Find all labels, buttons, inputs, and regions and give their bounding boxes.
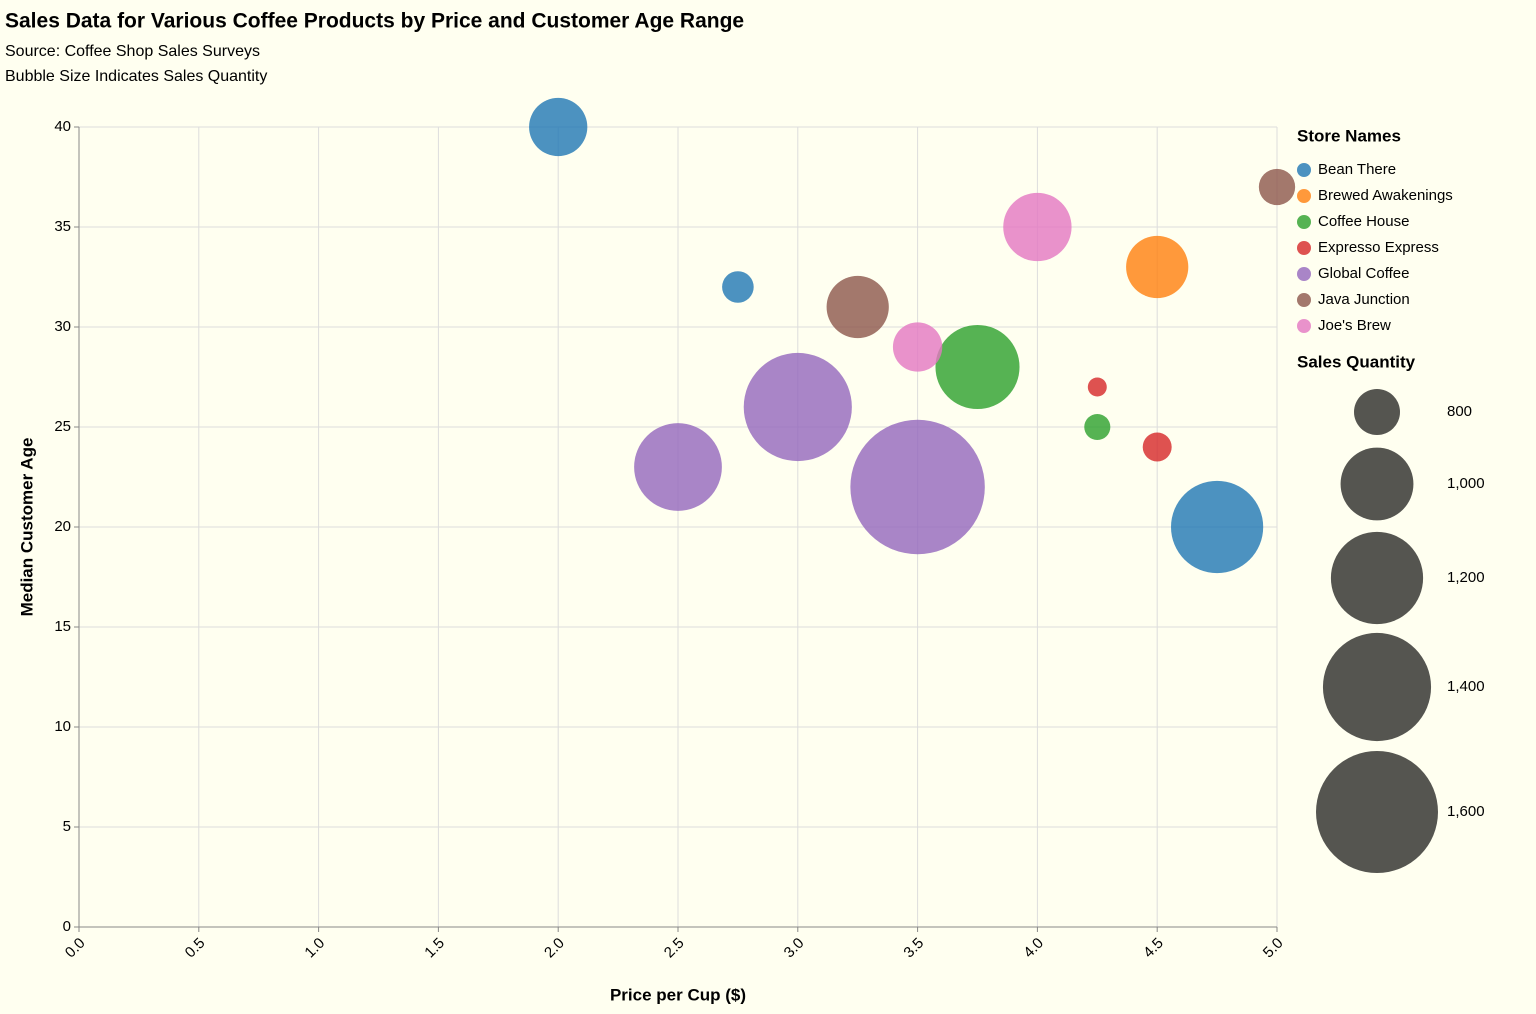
x-tick-label: 2.0: [541, 935, 568, 962]
x-tick-label: 3.0: [781, 935, 808, 962]
bubble: [1258, 168, 1296, 206]
bubble: [722, 271, 754, 303]
bubble: [935, 324, 1020, 410]
bubble: [634, 423, 722, 511]
y-tick-label: 30: [54, 318, 71, 335]
x-tick-label: 5.0: [1260, 935, 1287, 962]
x-tick-label: 0.5: [182, 935, 209, 962]
size-legend-label: 800: [1447, 403, 1472, 420]
size-legend-symbol: [1330, 531, 1424, 625]
legend-symbol: [1297, 267, 1311, 281]
size-legend-label: 1,600: [1447, 803, 1485, 820]
bubble: [743, 352, 852, 462]
chart-title: Sales Data for Various Coffee Products b…: [5, 10, 744, 33]
bubble: [826, 275, 889, 339]
legend-symbol: [1297, 163, 1311, 177]
y-tick-label: 35: [54, 218, 71, 235]
legend-symbol: [1297, 319, 1311, 333]
bubble: [1003, 192, 1072, 262]
legend-symbol: [1297, 189, 1311, 203]
bubble: [1084, 413, 1111, 441]
chart-subtitle: Bubble Size Indicates Sales Quantity: [5, 68, 267, 85]
size-legend-symbol: [1316, 751, 1438, 873]
y-axis-title: Median Customer Age: [17, 438, 36, 617]
x-tick-label: 0.0: [62, 935, 89, 962]
size-legend-label: 1,200: [1447, 569, 1485, 586]
legend-label: Expresso Express: [1318, 239, 1439, 256]
bubble: [1171, 480, 1264, 574]
y-tick-label: 25: [54, 418, 71, 435]
legend-label: Joe's Brew: [1318, 317, 1391, 334]
y-tick-label: 15: [54, 618, 71, 635]
bubble: [1142, 432, 1172, 462]
legend-label: Bean There: [1318, 161, 1396, 178]
legend-symbol: [1297, 293, 1311, 307]
bubble: [892, 322, 943, 372]
legend-symbol: [1297, 215, 1311, 229]
bubble: [1126, 235, 1189, 299]
y-tick-label: 10: [54, 718, 71, 735]
legend-label: Java Junction: [1318, 291, 1410, 308]
bubble: [850, 419, 985, 555]
y-tick-label: 0: [63, 918, 71, 935]
bubble: [1087, 377, 1107, 397]
size-legend-label: 1,000: [1447, 475, 1485, 492]
x-tick-label: 4.5: [1140, 935, 1167, 962]
x-tick-label: 3.5: [900, 935, 927, 962]
bubble: [529, 97, 588, 157]
x-tick-label: 1.0: [301, 935, 328, 962]
size-legend-title: Sales Quantity: [1297, 352, 1416, 371]
x-tick-label: 4.0: [1020, 935, 1047, 962]
y-tick-label: 5: [63, 818, 71, 835]
x-tick-label: 2.5: [661, 935, 688, 962]
legend-label: Global Coffee: [1318, 265, 1409, 282]
legend-symbol: [1297, 241, 1311, 255]
x-tick-label: 1.5: [421, 935, 448, 962]
legend-title: Store Names: [1297, 126, 1401, 145]
x-axis-title: Price per Cup ($): [610, 985, 746, 1004]
y-tick-label: 20: [54, 518, 71, 535]
size-legend-label: 1,400: [1447, 678, 1485, 695]
size-legend-symbol: [1322, 632, 1432, 742]
size-legend-symbol: [1354, 389, 1400, 435]
chart-subtitle: Source: Coffee Shop Sales Surveys: [5, 43, 260, 60]
size-legend-symbol: [1340, 447, 1414, 521]
legend-label: Coffee House: [1318, 213, 1409, 230]
legend-label: Brewed Awakenings: [1318, 187, 1453, 204]
y-tick-label: 40: [54, 118, 71, 135]
